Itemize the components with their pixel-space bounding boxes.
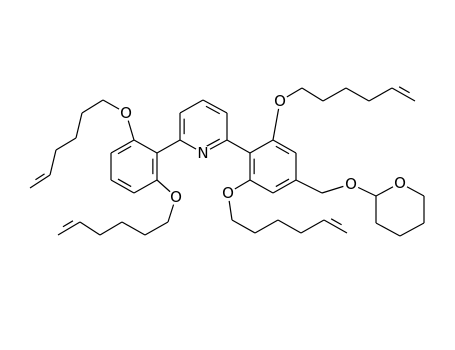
bond — [254, 219, 279, 234]
bond — [49, 149, 57, 176]
bond — [322, 87, 347, 102]
bond — [398, 86, 410, 94]
bond — [323, 219, 348, 234]
atom-label: N — [197, 144, 208, 162]
bond — [205, 138, 221, 148]
atom-label: O — [222, 184, 234, 202]
label-backdrop — [272, 93, 288, 109]
bond — [117, 178, 132, 188]
bond — [249, 139, 274, 154]
atom-label: O — [170, 188, 182, 206]
label-backdrop — [168, 189, 184, 205]
atom-label: O — [345, 175, 357, 193]
bond — [79, 221, 101, 236]
bond — [133, 139, 158, 154]
bond — [275, 178, 290, 188]
atom-label: O — [394, 174, 406, 192]
bond — [75, 112, 83, 139]
bond — [399, 222, 425, 237]
bond — [110, 179, 135, 194]
bond — [249, 179, 274, 194]
bond — [231, 219, 256, 234]
bond — [35, 173, 45, 181]
bond — [121, 221, 146, 236]
bond — [275, 145, 290, 155]
bond — [272, 179, 297, 194]
bond — [295, 179, 323, 194]
label-backdrop — [220, 185, 236, 201]
label-backdrop — [343, 176, 359, 192]
bond — [226, 139, 251, 154]
bond — [179, 99, 204, 114]
bond — [117, 145, 132, 155]
bond — [391, 87, 416, 102]
bond — [55, 137, 77, 151]
bond — [375, 222, 401, 237]
bonds — [29, 86, 425, 237]
bond — [156, 139, 181, 154]
bond — [81, 99, 104, 114]
bond — [205, 105, 221, 115]
bond — [330, 218, 342, 226]
bond — [110, 139, 135, 154]
bond — [368, 87, 393, 102]
bond — [29, 174, 51, 189]
bond — [202, 99, 228, 114]
bond — [300, 219, 325, 234]
label-backdrop — [195, 145, 211, 161]
label-backdrop — [118, 105, 134, 121]
bond — [99, 221, 123, 236]
bond — [62, 220, 74, 228]
bond — [345, 87, 370, 102]
atom-label: O — [274, 92, 286, 110]
bond — [301, 87, 324, 102]
bond — [133, 179, 158, 194]
bond — [277, 219, 302, 234]
atom-labels: N O O O O O O — [118, 92, 408, 206]
bond — [272, 139, 297, 154]
label-backdrop — [392, 175, 408, 191]
atom-label: O — [120, 104, 132, 122]
bond — [144, 221, 169, 236]
bond — [57, 221, 81, 236]
